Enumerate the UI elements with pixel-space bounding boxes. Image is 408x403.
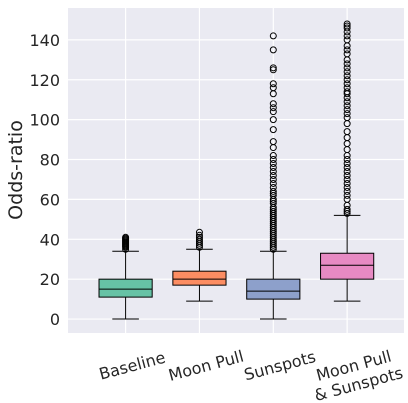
outlier-point <box>343 84 351 92</box>
outlier-point <box>269 199 277 207</box>
outlier-point <box>269 183 277 191</box>
y-tick-label: 40 <box>40 230 60 249</box>
outlier-point <box>122 233 130 241</box>
box-iqr <box>172 270 227 286</box>
outlier-point <box>343 32 351 40</box>
outlier-point <box>343 205 351 213</box>
y-tick-label: 20 <box>40 270 60 289</box>
outlier-point <box>269 167 277 175</box>
outlier-point <box>343 128 351 136</box>
outlier-point <box>269 207 277 215</box>
outlier-point <box>269 160 277 168</box>
x-tick-label-line: Baseline <box>97 348 167 384</box>
outlier-point <box>269 179 277 187</box>
box-group <box>320 20 375 302</box>
y-tick-label: 0 <box>50 310 60 329</box>
outlier-point <box>343 46 351 54</box>
outlier-point <box>269 80 277 88</box>
outlier-point <box>195 228 203 236</box>
outlier-point <box>343 175 351 183</box>
outlier-point <box>269 32 277 40</box>
outlier-point <box>343 106 351 114</box>
x-tick-label-line: Sunspots <box>242 347 318 384</box>
outlier-point <box>269 108 277 116</box>
outlier-point <box>269 191 277 199</box>
outlier-point <box>343 195 351 203</box>
outlier-point <box>343 60 351 68</box>
outlier-point <box>269 104 277 112</box>
outlier-point <box>269 156 277 164</box>
outlier-point <box>269 116 277 124</box>
outlier-point <box>269 187 277 195</box>
outlier-point <box>343 72 351 80</box>
outlier-point <box>343 171 351 179</box>
outlier-point <box>343 160 351 168</box>
outlier-point <box>343 187 351 195</box>
outlier-point <box>269 64 277 72</box>
x-tick-label-line: Moon Pull <box>166 347 245 385</box>
x-tick-label: Baseline <box>97 348 167 384</box>
outlier-point <box>269 66 277 74</box>
outlier-point <box>343 164 351 172</box>
box-group <box>172 228 227 302</box>
outlier-point <box>269 164 277 172</box>
outlier-point <box>343 209 351 217</box>
outlier-point <box>269 152 277 160</box>
outlier-point <box>269 84 277 92</box>
outlier-point <box>269 171 277 179</box>
y-tick-label: 80 <box>40 151 60 170</box>
outlier-point <box>195 231 203 239</box>
x-tick-label: Moon Pull& Sunspots <box>312 347 405 403</box>
y-tick-label: 140 <box>29 31 60 50</box>
outlier-point <box>343 114 351 122</box>
outlier-point <box>343 22 351 30</box>
x-tick-label: Moon Pull <box>166 347 245 385</box>
outlier-point <box>343 50 351 58</box>
outlier-point <box>343 156 351 164</box>
outlier-point <box>343 20 351 28</box>
outlier-point <box>343 183 351 191</box>
outlier-point <box>343 179 351 187</box>
outlier-point <box>343 191 351 199</box>
y-tick-label: 120 <box>29 71 60 90</box>
outlier-point <box>195 233 203 241</box>
outlier-point <box>269 138 277 146</box>
outlier-point <box>343 24 351 32</box>
outlier-point <box>343 68 351 76</box>
y-tick-label: 100 <box>29 111 60 130</box>
outlier-point <box>343 64 351 72</box>
y-tick-label: 60 <box>40 190 60 209</box>
boxes <box>98 20 375 320</box>
outlier-point <box>269 126 277 134</box>
outlier-point <box>343 80 351 88</box>
outlier-point <box>343 88 351 96</box>
outlier-point <box>269 175 277 183</box>
outlier-point <box>343 76 351 84</box>
box-iqr <box>320 252 375 280</box>
outlier-point <box>343 98 351 106</box>
x-tick-label: Sunspots <box>242 347 318 384</box>
outlier-point <box>269 100 277 108</box>
box-iqr <box>98 278 153 298</box>
y-axis-label: Odds-ratio <box>5 120 27 220</box>
outlier-point <box>269 46 277 54</box>
box-iqr <box>246 278 301 300</box>
outlier-point <box>343 102 351 110</box>
outlier-point <box>343 36 351 44</box>
outlier-point <box>195 235 203 243</box>
box-group <box>98 233 153 320</box>
outlier-point <box>343 167 351 175</box>
y-tick-labels: 0 20 40 60 80 100 120 140 <box>29 31 60 329</box>
box-group <box>246 32 301 320</box>
outlier-point <box>343 110 351 118</box>
